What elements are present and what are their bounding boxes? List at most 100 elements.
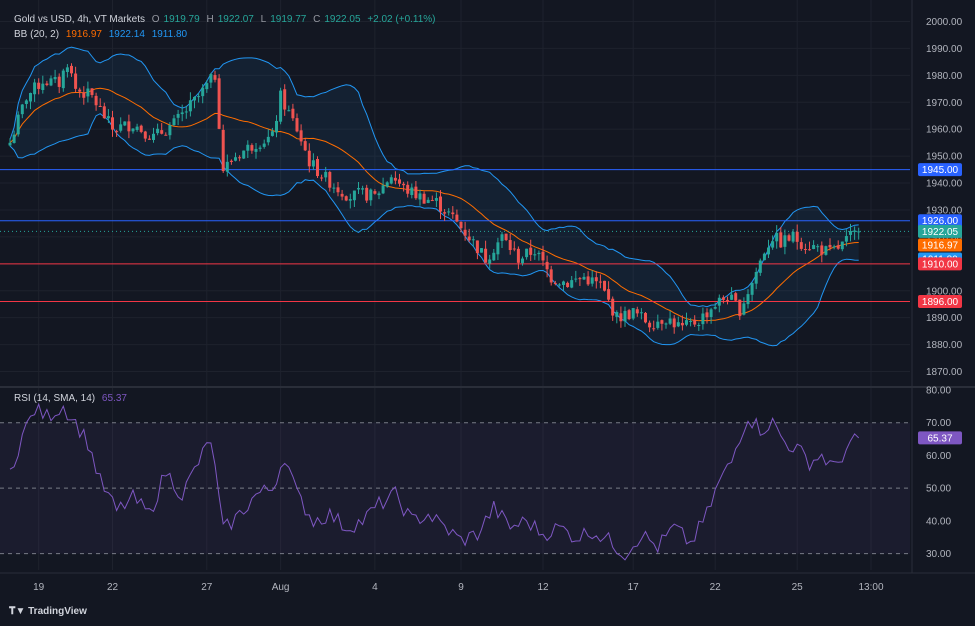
rsi-indicator — [9, 402, 860, 561]
candle-body — [422, 193, 426, 204]
price-label-box — [918, 163, 962, 177]
time-tick-label: Aug — [272, 582, 290, 593]
candle-body — [762, 253, 766, 261]
candle-body — [336, 187, 340, 193]
tradingview-logo[interactable]: 𝐓▼ TradingView — [9, 606, 87, 617]
candle-body — [672, 318, 676, 328]
rsi-value: 65.37 — [101, 393, 127, 404]
candle-body — [639, 312, 643, 314]
candle-body — [94, 95, 98, 106]
candle-body — [516, 248, 520, 263]
candle-body — [160, 130, 164, 134]
candle-body — [29, 92, 32, 102]
candle-body — [738, 299, 742, 317]
bb-legend: BB (20, 2) 1916.97 1922.14 1911.80 — [14, 29, 191, 40]
candle-body — [295, 118, 299, 132]
rsi-tick-label: 60.00 — [926, 451, 951, 462]
price-tick-label: 1950.00 — [926, 152, 963, 163]
candle-body — [406, 184, 410, 194]
candle-body — [754, 271, 758, 284]
candle-body — [808, 249, 811, 251]
candle-body — [582, 276, 586, 280]
candle-body — [115, 131, 119, 133]
candle-body — [373, 191, 377, 194]
candle-body — [234, 157, 237, 161]
candle-body — [566, 282, 570, 288]
candle-body — [270, 131, 274, 136]
change-value: +2.02 (+0.11%) — [367, 14, 436, 25]
candle-body — [828, 244, 832, 248]
candle-body — [152, 133, 155, 140]
candle-body — [775, 233, 779, 242]
bb-upper-value: 1922.14 — [108, 29, 145, 40]
candle-body — [316, 159, 319, 177]
candle-body — [389, 177, 393, 184]
candle-body — [324, 171, 328, 178]
candle-body — [746, 294, 750, 305]
candle-body — [570, 280, 574, 288]
candle-body — [328, 172, 332, 188]
candle-body — [549, 269, 553, 283]
rsi-tick-label: 70.00 — [926, 418, 951, 429]
candle-body — [730, 294, 734, 300]
candle-body — [557, 284, 561, 286]
symbol-title: Gold vs USD, 4h, VT Markets — [14, 14, 145, 25]
candle-body — [303, 141, 307, 151]
candle-body — [603, 280, 606, 291]
price-label-text: 1922.05 — [922, 227, 959, 238]
rsi-tick-label: 50.00 — [926, 484, 951, 495]
tradingview-brand: TradingView — [28, 606, 87, 617]
candle-body — [143, 131, 147, 139]
bb-upper-line — [9, 46, 859, 308]
candle-body — [135, 126, 139, 130]
time-tick-label: 19 — [33, 582, 45, 593]
candle-body — [849, 231, 852, 235]
candle-body — [168, 125, 172, 136]
candle-body — [385, 182, 389, 187]
candle-body — [41, 83, 45, 90]
candle-body — [123, 121, 127, 126]
candle-body — [217, 78, 221, 129]
candle-body — [164, 134, 168, 136]
candle-body — [590, 277, 594, 284]
candle-body — [209, 74, 213, 83]
candle-body — [439, 196, 442, 212]
price-tick-label: 1980.00 — [926, 71, 963, 82]
candle-body — [693, 319, 697, 325]
candle-body — [705, 312, 709, 318]
price-label-box — [918, 295, 962, 309]
price-label-text: 1945.00 — [922, 165, 959, 176]
candle-body — [65, 67, 69, 73]
candle-body — [393, 177, 397, 181]
candle-body — [615, 312, 619, 317]
candle-body — [283, 89, 287, 110]
candle-body — [545, 261, 549, 270]
candle-body — [820, 245, 824, 255]
candle-body — [803, 248, 807, 250]
candle-body — [689, 320, 693, 322]
candle-body — [98, 105, 102, 107]
candle-body — [853, 230, 857, 232]
time-tick-label: 12 — [537, 582, 549, 593]
candle-body — [656, 321, 660, 328]
candle-body — [709, 309, 713, 318]
rsi-value-label-text: 65.37 — [927, 433, 952, 444]
candle-body — [311, 160, 315, 167]
close-label: C — [313, 14, 321, 25]
candle-body — [840, 241, 844, 250]
axes: 2000.001990.001980.001970.001960.001950.… — [0, 0, 975, 593]
candle-body — [33, 82, 37, 95]
ohlc-legend: Gold vs USD, 4h, VT Markets O 1919.79 H 19… — [14, 14, 440, 25]
candle-body — [221, 129, 225, 172]
candle-body — [594, 277, 598, 282]
candle-body — [299, 130, 303, 142]
candle-body — [352, 190, 356, 201]
bollinger-bands — [9, 46, 859, 347]
candle-body — [344, 196, 348, 201]
candle-body — [451, 212, 455, 215]
rsi-legend: RSI (14, SMA, 14) 65.37 — [14, 393, 131, 404]
candle-body — [348, 199, 352, 201]
candle-body — [562, 281, 565, 285]
candle-body — [434, 198, 438, 201]
